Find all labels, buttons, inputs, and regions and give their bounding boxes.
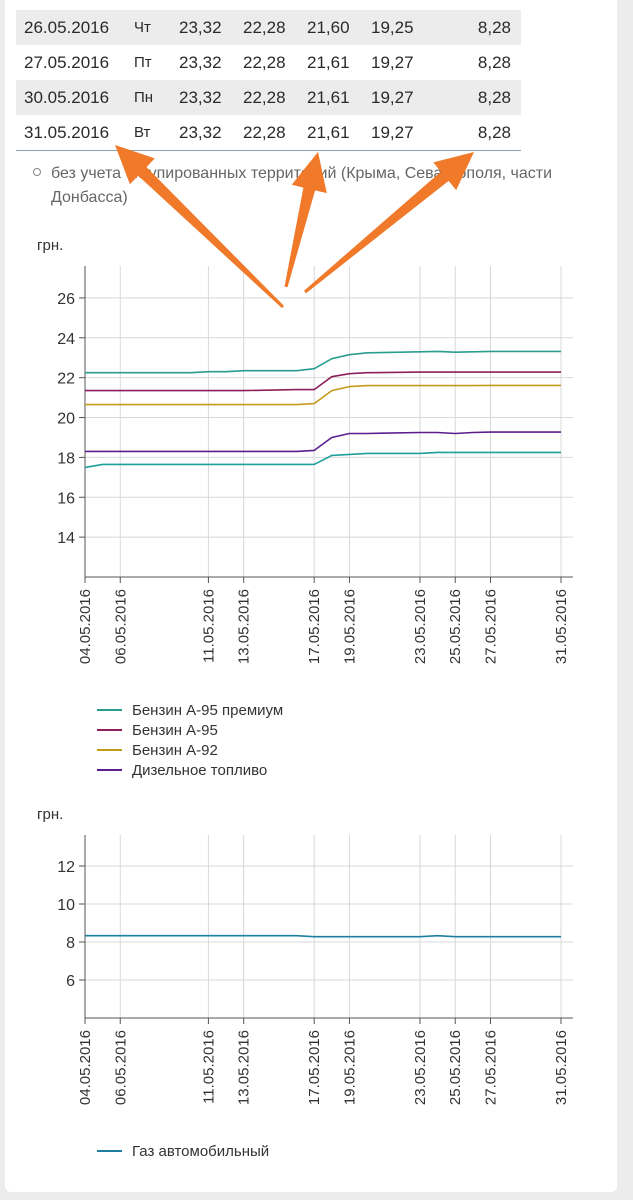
- x-tick-label: 17.05.2016: [306, 1030, 323, 1105]
- price-cell-gas: 8,28: [435, 80, 521, 115]
- x-tick-label: 04.05.2016: [77, 1030, 94, 1105]
- y-tick-label: 16: [57, 490, 75, 507]
- y-tick-label: 8: [66, 935, 75, 952]
- price-cell-a95: 22,28: [243, 10, 307, 45]
- legend-label: Бензин А-95: [132, 721, 218, 739]
- price-cell-a92: 21,61: [307, 80, 371, 115]
- table-row: 26.05.2016 Чт 23,32 22,28 21,60 19,25 8,28: [16, 10, 521, 45]
- table-row: 27.05.2016 Пт 23,32 22,28 21,61 19,27 8,28: [16, 45, 521, 80]
- date-cell: 31.05.2016: [16, 115, 134, 151]
- x-tick-label: 19.05.2016: [341, 589, 358, 664]
- y-tick-label: 18: [57, 450, 75, 467]
- y-axis-label: грн.: [37, 237, 63, 254]
- price-cell-a95-premium: 23,32: [179, 10, 243, 45]
- gas-chart-legend: Газ автомобильный: [97, 1141, 269, 1161]
- price-cell-a92: 21,60: [307, 10, 371, 45]
- x-tick-label: 11.05.2016: [200, 589, 217, 663]
- series-line-0-2: [85, 384, 561, 406]
- legend-label: Дизельное топливо: [132, 761, 268, 779]
- price-cell-diesel: 19,27: [371, 80, 435, 115]
- series-line-1-0: [85, 934, 561, 938]
- x-tick-label: 31.05.2016: [553, 1030, 570, 1105]
- x-tick-label: 11.05.2016: [200, 1030, 217, 1104]
- price-cell-gas: 8,28: [477, 52, 511, 72]
- price-cell-diesel: 19,27: [371, 52, 414, 72]
- y-tick-label: 10: [57, 897, 75, 914]
- x-tick-label: 17.05.2016: [306, 589, 323, 664]
- y-tick-label: 12: [57, 859, 75, 876]
- table-row: 30.05.2016 Пн 23,32 22,28 21,61 19,27 8,28: [16, 80, 521, 115]
- series-line-0-4: [84, 451, 561, 469]
- series-line-0-0: [85, 350, 561, 374]
- gas-price-chart: грн. 6 8 10 12 04.05.2016 06.05.2016 11.05.2016…: [37, 806, 573, 1105]
- legend-item: Бензин А-92: [97, 740, 283, 760]
- price-cell-a92: 21,61: [307, 115, 371, 151]
- series-line-0-3: [85, 431, 561, 453]
- price-cell-a95-premium: 23,32: [179, 115, 243, 151]
- price-cell-a95: 22,28: [243, 80, 307, 115]
- legend-swatch: [97, 749, 122, 751]
- legend-item: Дизельное топливо: [97, 760, 283, 780]
- date-cell: 26.05.2016: [16, 10, 134, 45]
- weekday-cell: Пт: [134, 54, 152, 71]
- note-bullet-icon: [33, 168, 41, 176]
- price-cell-a95: 22,28: [243, 52, 286, 72]
- table-row: 31.05.2016 Вт 23,32 22,28 21,61 19,27 8,28: [16, 115, 521, 151]
- price-cell-gas: 8,28: [435, 115, 521, 151]
- fuel-chart-legend: Бензин А-95 премиум Бензин А-95 Бензин А-9…: [97, 700, 283, 780]
- x-tick-label: 04.05.2016: [77, 589, 94, 664]
- legend-item: Газ автомобильный: [97, 1141, 269, 1161]
- legend-label: Бензин А-95 премиум: [132, 701, 284, 719]
- legend-item: Бензин А-95 премиум: [97, 700, 283, 720]
- price-cell-a95-premium: 23,32: [179, 80, 243, 115]
- fuel-price-chart: грн. 14 16 18 20 22 24 26 04.05.2016 06.05.2016 11…: [37, 237, 573, 664]
- legend-item: Бензин А-95: [97, 720, 283, 740]
- legend-swatch: [97, 1150, 122, 1152]
- y-tick-label: 24: [57, 331, 75, 348]
- x-tick-label: 06.05.2016: [112, 1030, 129, 1105]
- table-top-strip: [16, 0, 521, 10]
- x-tick-label: 23.05.2016: [412, 1030, 429, 1105]
- price-cell-a95-premium: 23,32: [179, 52, 222, 72]
- series-line-0-1: [85, 371, 561, 392]
- y-tick-label: 14: [57, 530, 75, 547]
- x-tick-label: 27.05.2016: [482, 1030, 499, 1105]
- fuel-price-table: 26.05.2016 Чт 23,32 22,28 21,60 19,25 8,28 27.0…: [16, 10, 521, 151]
- date-cell: 27.05.2016: [24, 52, 110, 72]
- date-cell: 30.05.2016: [16, 80, 134, 115]
- price-cell-a92: 21,61: [307, 52, 350, 72]
- x-tick-label: 27.05.2016: [482, 589, 499, 664]
- y-tick-label: 6: [66, 973, 75, 990]
- price-cell-gas: 8,28: [435, 10, 521, 45]
- x-tick-label: 13.05.2016: [236, 1030, 253, 1105]
- footnote-text: без учета оккупированных территорий (Кры…: [51, 165, 553, 206]
- x-tick-label: 25.05.2016: [447, 1030, 464, 1105]
- y-axis-label: грн.: [37, 806, 63, 823]
- x-tick-label: 23.05.2016: [412, 589, 429, 664]
- y-tick-label: 22: [57, 371, 75, 388]
- legend-label: Газ автомобильный: [132, 1142, 270, 1160]
- y-tick-label: 20: [57, 411, 75, 428]
- price-cell-diesel: 19,25: [371, 10, 435, 45]
- weekday-cell: Чт: [134, 10, 179, 45]
- price-cell-diesel: 19,27: [371, 115, 435, 151]
- x-tick-label: 13.05.2016: [236, 589, 253, 664]
- legend-swatch: [97, 709, 122, 711]
- weekday-cell: Пн: [134, 80, 179, 115]
- y-tick-label: 26: [57, 291, 75, 308]
- weekday-cell: Вт: [134, 115, 179, 151]
- x-tick-label: 06.05.2016: [112, 589, 129, 664]
- legend-label: Бензин А-92: [132, 741, 218, 759]
- legend-swatch: [97, 769, 122, 771]
- legend-swatch: [97, 729, 122, 731]
- x-tick-label: 31.05.2016: [553, 589, 570, 664]
- x-tick-label: 25.05.2016: [447, 589, 464, 664]
- price-cell-a95: 22,28: [243, 115, 307, 151]
- x-tick-label: 19.05.2016: [341, 1030, 358, 1105]
